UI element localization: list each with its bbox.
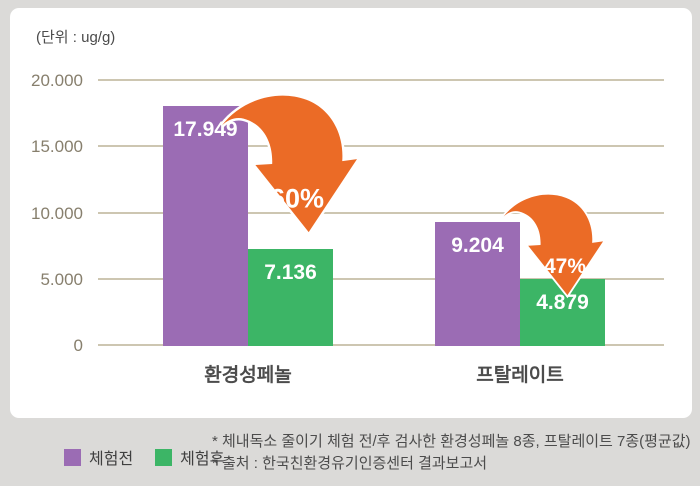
decrease-percent-badge: 47% xyxy=(543,255,587,278)
bar-value-label: 9.204 xyxy=(451,234,504,257)
chart-card: (단위 : ug/g) 20.000 15.000 10.000 5.000 0 17.9… xyxy=(10,8,692,418)
category-label: 환경성페놀 xyxy=(204,365,292,386)
gridline xyxy=(98,278,664,280)
gridline xyxy=(98,79,664,81)
legend: 체험전 체험후 xyxy=(64,445,246,469)
legend-swatch-before xyxy=(64,448,81,466)
footnote-line: * 출처 : 한국친환경유기인증센터 결과보고서 xyxy=(212,455,488,472)
unit-label: (단위 : ug/g) xyxy=(36,29,116,46)
bar-before: 9.204 xyxy=(435,222,520,346)
decrease-arrow-icon xyxy=(502,192,603,299)
footnote-line: * 체내독소 줄이기 체험 전/후 검사한 환경성페놀 8종, 프탈레이트 7종… xyxy=(212,433,691,450)
bar-after: 7.136 xyxy=(248,249,333,346)
y-axis-tick-label: 0 xyxy=(73,335,83,355)
gridline xyxy=(98,344,664,346)
y-axis-tick-label: 20.000 xyxy=(31,70,83,90)
bar-value-label: 7.136 xyxy=(264,261,317,284)
legend-label-after: 체험후 xyxy=(180,451,225,468)
y-axis-tick-label: 5.000 xyxy=(40,269,83,289)
y-axis-tick-label: 10.000 xyxy=(31,203,83,223)
legend-swatch-after xyxy=(155,448,173,466)
footnotes: * 체내독소 줄이기 체험 전/후 검사한 환경성페놀 8종, 프탈레이트 7종… xyxy=(212,431,691,475)
y-axis-tick-label: 15.000 xyxy=(31,136,83,156)
legend-label-before: 체험전 xyxy=(89,451,134,468)
category-label: 프탈레이트 xyxy=(476,365,564,386)
decrease-percent-badge: 60% xyxy=(269,183,325,214)
gridline xyxy=(98,145,664,147)
gridline xyxy=(98,212,664,214)
bar-value-label: 4.879 xyxy=(536,291,589,314)
decrease-arrow-icon xyxy=(219,93,357,237)
